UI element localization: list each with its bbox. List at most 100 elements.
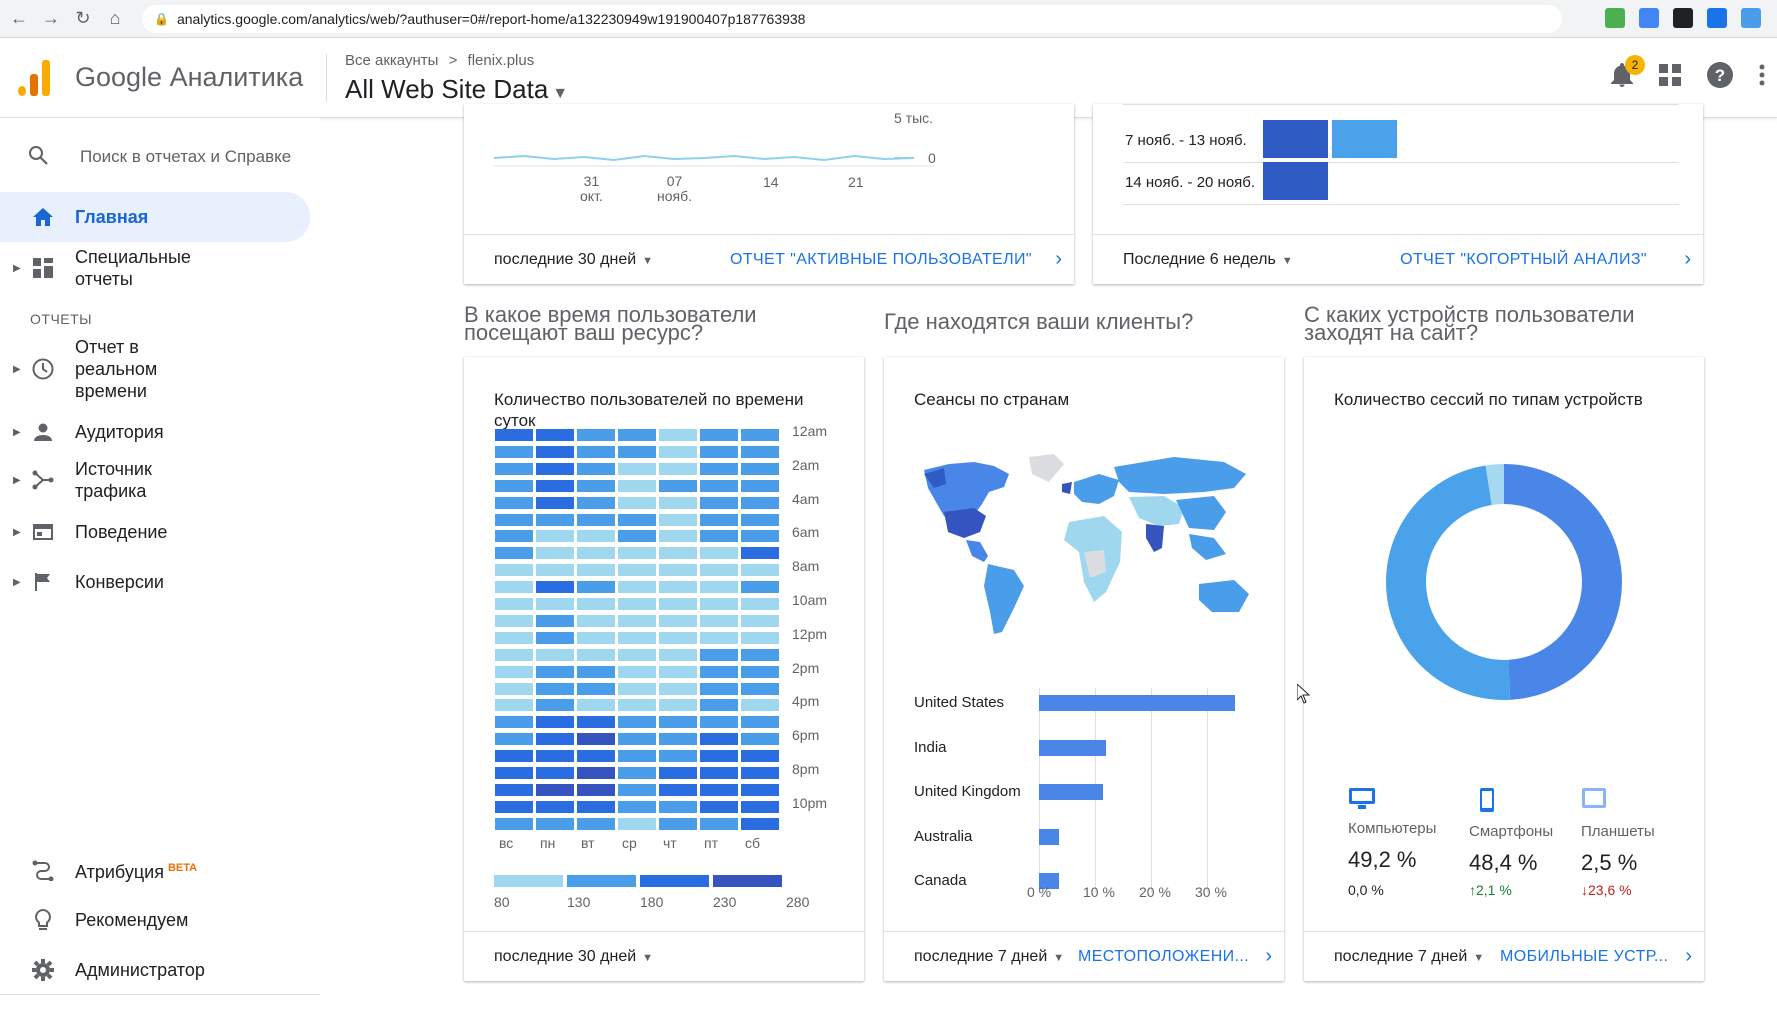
apps-grid-icon[interactable] <box>1659 64 1681 93</box>
heatmap-cell <box>577 716 615 729</box>
sidebar-item-attribution[interactable]: Атрибуция BETA <box>0 854 320 886</box>
heatmap-cell <box>700 733 738 746</box>
map-region-southeast-asia <box>1189 534 1226 560</box>
help-icon[interactable]: ? <box>1707 62 1733 95</box>
gear-icon <box>32 959 54 981</box>
heatmap-cell <box>618 767 656 779</box>
sidebar-item-label: Поведение <box>75 522 168 542</box>
heatmap-cell <box>659 665 697 678</box>
country-bar[interactable] <box>1039 784 1104 800</box>
attribution-label: Атрибуция <box>75 862 164 882</box>
cohort-report-link[interactable]: ОТЧЕТ "КОГОРТНЫЙ АНАЛИЗ" <box>1400 250 1647 268</box>
active-users-report-link[interactable]: ОТЧЕТ "АКТИВНЫЕ ПОЛЬЗОВАТЕЛИ" <box>729 250 1032 268</box>
mobile-report-link[interactable]: МОБИЛЬНЫЕ УСТР... <box>1500 947 1669 965</box>
view-selector[interactable]: All Web Site Data ▼ <box>345 74 568 105</box>
sidebar-item-realtime[interactable]: ▶ Отчет в реальном времени <box>0 336 320 402</box>
heatmap-cell <box>659 513 697 526</box>
forward-icon[interactable]: → <box>42 8 60 28</box>
sidebar-item-label: Аудитория <box>75 422 164 442</box>
browser-extensions <box>1605 8 1761 28</box>
legend-label: 130 <box>567 894 591 910</box>
reload-icon[interactable]: ↻ <box>75 8 91 28</box>
heatmap-cell <box>700 581 738 594</box>
sidebar-item-behavior[interactable]: ▶ Поведение <box>0 516 320 548</box>
legend-swatch <box>640 875 709 887</box>
heatmap-cell <box>700 767 738 779</box>
heatmap-cell <box>618 699 656 712</box>
date-range-dropdown[interactable]: последние 30 дней ▼ <box>494 250 654 268</box>
sidebar-item-acquisition[interactable]: ▶ Источник трафика <box>0 458 320 502</box>
chevron-right-icon[interactable]: › <box>1055 248 1062 270</box>
donut-slice[interactable] <box>1504 464 1623 700</box>
date-range-dropdown[interactable]: последние 7 дней ▼ <box>1334 947 1485 965</box>
heatmap-cell <box>495 648 533 661</box>
question-geo: Где находятся ваши клиенты? <box>884 309 1194 334</box>
breadcrumb-property[interactable]: flenix.plus <box>467 52 535 69</box>
analytics-logo-icon[interactable] <box>18 60 54 96</box>
sidebar-search[interactable]: Поиск в отчетах и Справке <box>0 134 320 178</box>
chevron-right-icon[interactable]: › <box>1685 945 1692 967</box>
heatmap-cell <box>741 614 779 627</box>
search-input[interactable]: Поиск в отчетах и Справке <box>80 147 292 166</box>
heatmap-cell <box>577 733 615 746</box>
country-bar[interactable] <box>1039 695 1235 711</box>
date-range-dropdown[interactable]: Последние 6 недель ▼ <box>1123 250 1293 268</box>
breadcrumb-account[interactable]: Все аккаунты <box>345 52 439 69</box>
sidebar-item-audience[interactable]: ▶ Аудитория <box>0 416 320 448</box>
breadcrumb[interactable]: Все аккаунты > flenix.plus <box>345 52 534 69</box>
country-bar[interactable] <box>1039 739 1107 756</box>
lock-icon: 🔒 <box>154 12 169 26</box>
donut-slice[interactable] <box>1386 465 1511 700</box>
x-tick: 31 окт. <box>580 173 603 204</box>
heatmap-cell <box>659 496 697 509</box>
country-bar[interactable] <box>1039 873 1059 889</box>
device-share: 2,5 % <box>1581 850 1638 875</box>
heatmap-cell <box>659 429 697 441</box>
back-icon[interactable]: ← <box>10 8 28 28</box>
notifications-button[interactable]: 2 <box>1611 55 1645 94</box>
donut-slice[interactable] <box>1485 464 1504 505</box>
location-report-link[interactable]: МЕСТОПОЛОЖЕНИ... <box>1078 947 1250 965</box>
extension-icon[interactable] <box>1605 8 1625 28</box>
address-bar[interactable]: 🔒 analytics.google.com/analytics/web/?au… <box>142 5 1562 33</box>
extension-icon[interactable] <box>1741 8 1761 28</box>
extension-icon[interactable] <box>1639 8 1659 28</box>
home-page-icon[interactable]: ⌂ <box>109 8 121 28</box>
extension-icon[interactable] <box>1673 8 1693 28</box>
chevron-right-icon[interactable]: › <box>1265 945 1272 967</box>
desktop-icon <box>1348 787 1376 816</box>
product-name[interactable]: Google Аналитика <box>75 62 304 92</box>
date-range-dropdown[interactable]: последние 7 дней ▼ <box>914 947 1065 965</box>
sidebar-item-home[interactable]: Главная <box>0 192 310 242</box>
hour-label: 6am <box>792 524 820 541</box>
heatmap-cell <box>618 513 656 526</box>
extension-icon[interactable] <box>1707 8 1727 28</box>
heatmap-cell <box>577 479 615 492</box>
heatmap-cell <box>536 530 574 543</box>
country-label: Australia <box>914 827 973 845</box>
heatmap-cell <box>577 513 615 526</box>
heatmap-cell <box>536 665 574 678</box>
country-bar[interactable] <box>1039 828 1059 845</box>
chevron-right-icon[interactable]: › <box>1684 248 1691 270</box>
heatmap-cell <box>577 800 615 813</box>
heatmap-cell <box>536 445 574 458</box>
heatmap-cell <box>741 800 779 813</box>
country-label: Canada <box>914 872 967 889</box>
sidebar-item-conversions[interactable]: ▶ Конверсии <box>0 566 320 598</box>
heatmap-cell <box>536 767 574 779</box>
heatmap-cell <box>495 631 533 644</box>
lightbulb-icon <box>32 909 54 931</box>
more-vert-icon[interactable] <box>1759 64 1765 93</box>
legend-swatch <box>567 875 636 887</box>
sidebar-item-discover[interactable]: Рекомендуем <box>0 904 320 936</box>
heatmap-cell <box>577 783 615 796</box>
heatmap-cell <box>741 648 779 661</box>
date-range-dropdown[interactable]: последние 30 дней ▼ <box>494 947 654 965</box>
heatmap-cell <box>741 716 779 729</box>
map-region-alaska <box>924 468 946 488</box>
sidebar-item-admin[interactable]: Администратор <box>0 954 320 986</box>
heatmap-cell <box>577 496 615 509</box>
sidebar-item-custom-reports[interactable]: ▶ Специальные отчеты <box>0 246 320 290</box>
flag-icon <box>32 571 54 593</box>
